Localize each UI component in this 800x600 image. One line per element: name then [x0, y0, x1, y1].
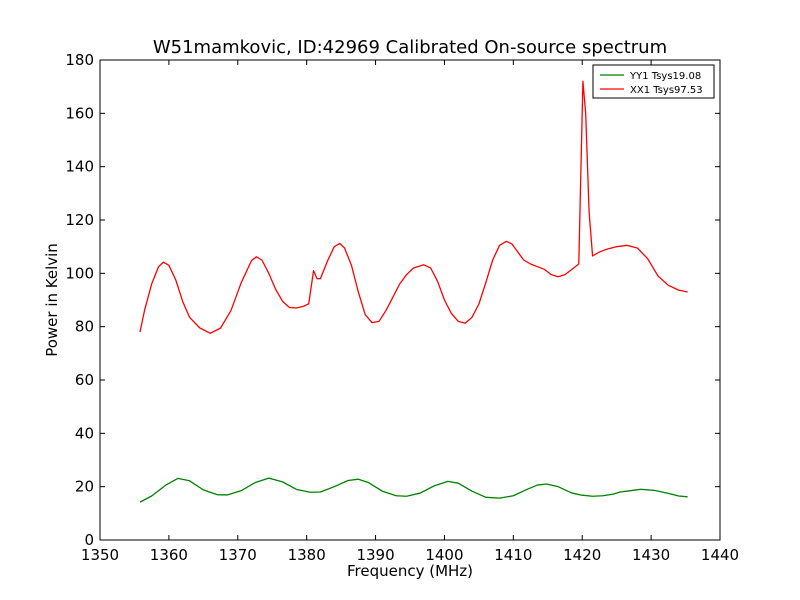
x-tick-label: 1350 [81, 546, 119, 564]
x-tick-label: 1410 [494, 546, 532, 564]
legend-label-xx1: XX1 Tsys97.53 [630, 85, 703, 96]
x-tick-label: 1430 [632, 546, 670, 564]
x-tick-label: 1420 [563, 546, 601, 564]
x-tick-label: 1400 [425, 546, 463, 564]
y-tick-label: 60 [75, 371, 94, 389]
legend-label-yy1: YY1 Tsys19.08 [629, 71, 701, 82]
y-tick-label: 80 [75, 318, 94, 336]
x-tick-label: 1360 [150, 546, 188, 564]
x-tick-label: 1440 [701, 546, 739, 564]
legend-box [592, 64, 715, 99]
chart-title: W51mamkovic, ID:42969 Calibrated On-sour… [153, 37, 667, 58]
y-tick-label: 20 [75, 478, 94, 496]
x-tick-label: 1370 [219, 546, 257, 564]
x-tick-label: 1380 [288, 546, 326, 564]
y-axis-label: Power in Kelvin [43, 243, 61, 357]
series-layer [139, 80, 688, 503]
y-tick-label: 0 [84, 531, 94, 549]
legend: YY1 Tsys19.08 XX1 Tsys97.53 [592, 64, 715, 99]
y-tick-label: 100 [65, 264, 94, 282]
y-tick-label: 140 [65, 158, 94, 176]
y-tick-label: 160 [65, 104, 94, 122]
series-line-xx1 [139, 80, 688, 334]
y-tick-label: 40 [75, 424, 94, 442]
plot-frame [99, 59, 721, 541]
x-tick-label: 1390 [356, 546, 394, 564]
y-tick-label: 120 [65, 211, 94, 229]
x-axis-label: Frequency (MHz) [347, 562, 473, 580]
y-tick-label: 180 [65, 51, 94, 69]
series-line-yy1 [139, 477, 688, 503]
ticks-layer: 1350 1360 1370 1380 1390 1400 1410 1420 1430 1440… [65, 51, 739, 564]
